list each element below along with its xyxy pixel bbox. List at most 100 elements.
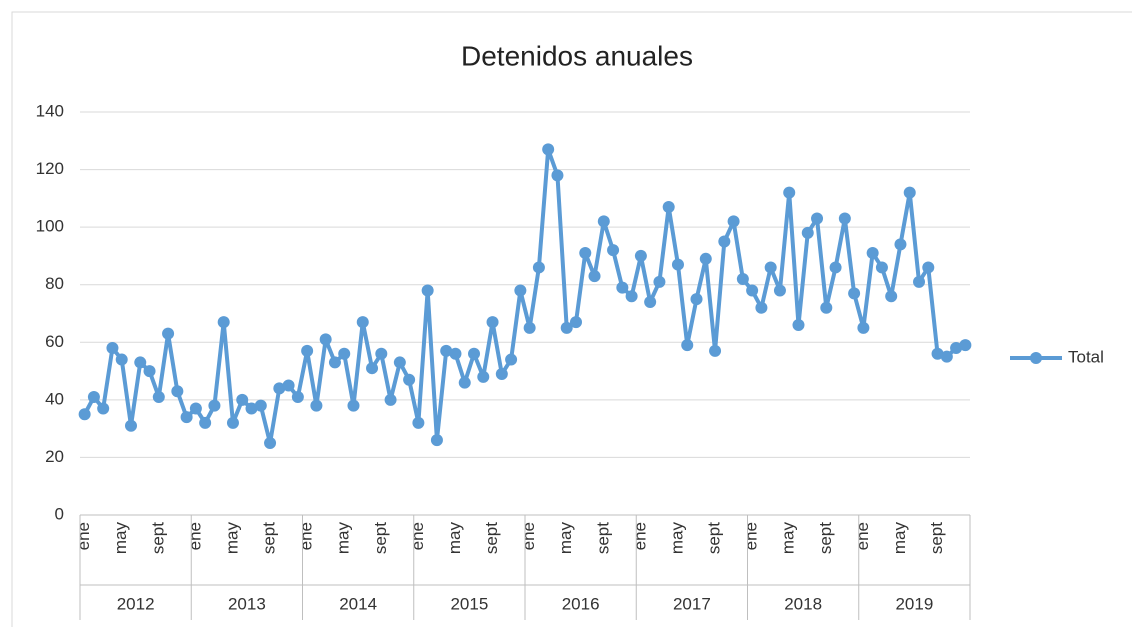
marker xyxy=(950,342,963,355)
marker xyxy=(106,342,119,355)
group-label: 2013 xyxy=(228,594,266,613)
marker xyxy=(236,393,249,406)
marker xyxy=(773,284,786,297)
x-tick-label: ene xyxy=(185,522,204,550)
x-tick-label: sept xyxy=(371,522,390,554)
marker xyxy=(430,434,443,447)
marker xyxy=(291,390,304,403)
group-label: 2018 xyxy=(784,594,822,613)
marker xyxy=(913,275,926,288)
marker xyxy=(347,399,360,412)
marker xyxy=(857,321,870,334)
marker xyxy=(282,379,295,392)
x-tick-label: ene xyxy=(853,522,872,550)
marker xyxy=(736,272,749,285)
marker xyxy=(412,416,425,429)
marker xyxy=(681,339,694,352)
x-tick-label: may xyxy=(111,522,130,555)
marker xyxy=(690,293,703,306)
marker xyxy=(115,353,128,366)
y-tick-label: 0 xyxy=(55,504,64,523)
x-tick-label: ene xyxy=(742,522,761,550)
marker xyxy=(301,344,314,357)
y-tick-label: 140 xyxy=(36,101,64,120)
marker xyxy=(403,373,416,386)
marker xyxy=(653,275,666,288)
marker xyxy=(245,402,258,415)
marker xyxy=(579,247,592,260)
x-tick-label: ene xyxy=(408,522,427,550)
marker xyxy=(440,344,453,357)
y-tick-label: 20 xyxy=(45,447,64,466)
x-tick-label: may xyxy=(445,522,464,555)
x-tick-label: sept xyxy=(260,522,279,554)
group-label: 2014 xyxy=(339,594,377,613)
marker xyxy=(894,238,907,251)
marker xyxy=(625,290,638,303)
group-label: 2015 xyxy=(450,594,488,613)
marker xyxy=(848,287,861,300)
x-tick-label: ene xyxy=(630,522,649,550)
marker xyxy=(421,284,434,297)
marker xyxy=(569,316,582,329)
marker xyxy=(792,319,805,332)
chart-title: Detenidos anuales xyxy=(461,40,693,71)
marker xyxy=(783,186,796,199)
x-tick-label: sept xyxy=(927,522,946,554)
x-tick-label: sept xyxy=(816,522,835,554)
y-tick-label: 120 xyxy=(36,159,64,178)
y-tick-label: 60 xyxy=(45,332,64,351)
marker xyxy=(366,362,379,375)
marker xyxy=(811,212,824,225)
marker xyxy=(189,402,202,415)
marker xyxy=(940,350,953,363)
marker xyxy=(87,390,100,403)
marker xyxy=(820,301,833,314)
marker xyxy=(486,316,499,329)
x-tick-label: may xyxy=(556,522,575,555)
marker xyxy=(217,316,230,329)
marker xyxy=(495,367,508,380)
marker xyxy=(607,244,620,257)
legend-marker xyxy=(1030,352,1042,364)
marker xyxy=(199,416,212,429)
marker xyxy=(755,301,768,314)
y-tick-label: 100 xyxy=(36,217,64,236)
marker xyxy=(718,235,731,248)
marker xyxy=(671,258,684,271)
x-tick-label: may xyxy=(779,522,798,555)
marker xyxy=(634,249,647,262)
marker xyxy=(180,411,193,424)
marker xyxy=(505,353,518,366)
x-tick-label: ene xyxy=(297,522,316,550)
marker xyxy=(458,376,471,389)
marker xyxy=(124,419,137,432)
marker xyxy=(903,186,916,199)
marker xyxy=(866,247,879,260)
marker xyxy=(264,437,277,450)
marker xyxy=(616,281,629,294)
marker xyxy=(551,169,564,182)
x-tick-label: sept xyxy=(705,522,724,554)
marker xyxy=(393,356,406,369)
marker xyxy=(532,261,545,274)
marker xyxy=(468,347,481,360)
marker xyxy=(801,226,814,239)
marker xyxy=(922,261,935,274)
y-tick-label: 80 xyxy=(45,274,64,293)
group-label: 2019 xyxy=(895,594,933,613)
marker xyxy=(310,399,323,412)
x-tick-label: sept xyxy=(482,522,501,554)
x-tick-label: ene xyxy=(74,522,93,550)
marker xyxy=(273,382,286,395)
group-label: 2012 xyxy=(117,594,155,613)
marker xyxy=(588,270,601,283)
y-tick-label: 40 xyxy=(45,389,64,408)
x-tick-label: ene xyxy=(519,522,538,550)
marker xyxy=(226,416,239,429)
marker xyxy=(597,215,610,228)
marker xyxy=(162,327,175,340)
x-tick-label: may xyxy=(667,522,686,555)
marker xyxy=(384,393,397,406)
